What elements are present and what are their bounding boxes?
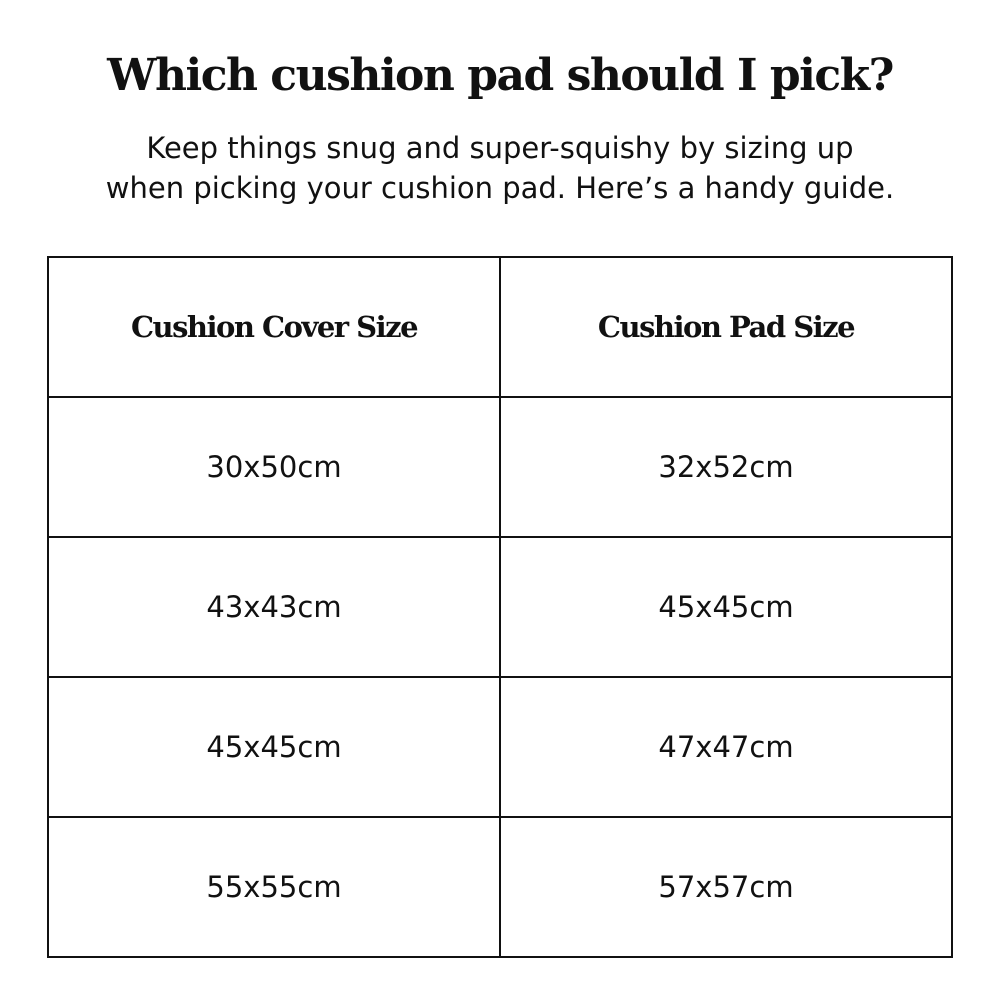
subtitle-line-1: Keep things snug and super-squishy by si… [146, 131, 854, 165]
pad-size-cell: 32x52cm [499, 396, 953, 538]
table-row: 30x50cm 32x52cm [47, 396, 953, 538]
header-pad-size: Cushion Pad Size [499, 256, 953, 398]
cover-size-cell: 30x50cm [47, 396, 501, 538]
header-cover-size: Cushion Cover Size [47, 256, 501, 398]
table-row: 43x43cm 45x45cm [47, 536, 953, 678]
pad-size-cell: 47x47cm [499, 676, 953, 818]
pad-size-cell: 57x57cm [499, 816, 953, 958]
cover-size-cell: 45x45cm [47, 676, 501, 818]
size-guide-table: Cushion Cover Size Cushion Pad Size 30x5… [47, 256, 953, 958]
pad-size-cell: 45x45cm [499, 536, 953, 678]
subtitle-line-2: when picking your cushion pad. Here’s a … [105, 171, 895, 205]
table-row: 45x45cm 47x47cm [47, 676, 953, 818]
subtitle: Keep things snug and super-squishy by si… [0, 128, 1000, 208]
cover-size-cell: 43x43cm [47, 536, 501, 678]
page-title: Which cushion pad should I pick? [107, 50, 894, 101]
cover-size-cell: 55x55cm [47, 816, 501, 958]
table-row: 55x55cm 57x57cm [47, 816, 953, 958]
table-header-row: Cushion Cover Size Cushion Pad Size [47, 256, 953, 398]
